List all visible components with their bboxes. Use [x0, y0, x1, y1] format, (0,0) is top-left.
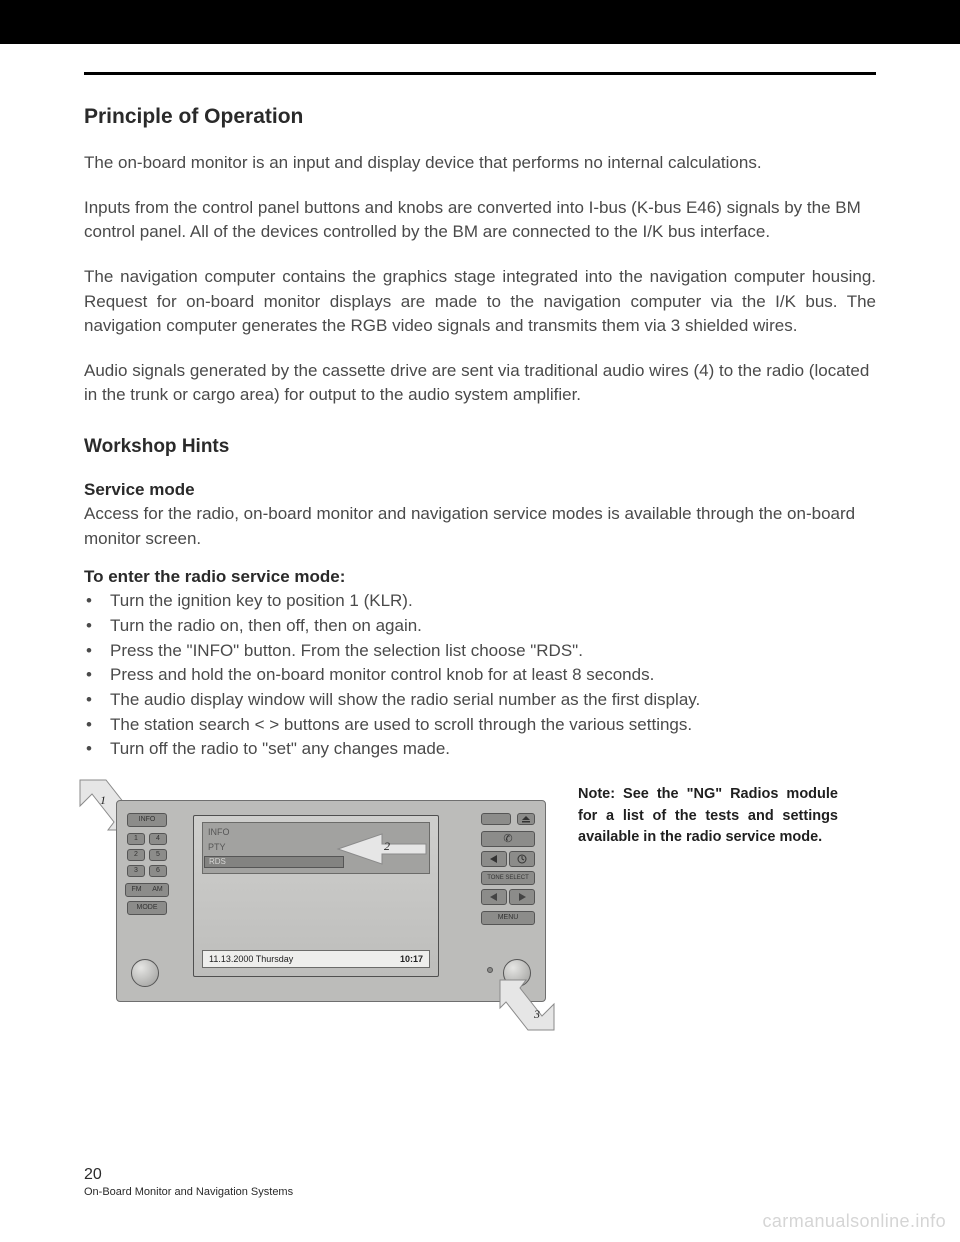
am-label: AM	[147, 884, 168, 896]
monitor-panel: INFO 1 4 2 5 3 6 FMAM MODE INFO	[116, 800, 546, 1002]
cassette-slot	[481, 813, 511, 825]
watermark: carmanualsonline.info	[762, 1211, 946, 1232]
triangle-left-icon	[489, 892, 499, 902]
side-note: Note: See the "NG" Radios module for a l…	[578, 784, 838, 849]
heading-to-enter: To enter the radio service mode:	[84, 567, 876, 587]
rds-strip: RDS	[204, 856, 344, 868]
preset-4-button[interactable]: 4	[149, 833, 167, 845]
preset-3-button[interactable]: 3	[127, 865, 145, 877]
callout-2: 2	[378, 838, 396, 856]
menu-button[interactable]: MENU	[481, 911, 535, 925]
seek-next-button[interactable]	[509, 889, 535, 905]
triangle-left-icon	[489, 854, 499, 864]
callout-3: 3	[528, 1006, 546, 1024]
footer-title: On-Board Monitor and Navigation Systems	[84, 1186, 293, 1198]
info-button[interactable]: INFO	[127, 813, 167, 827]
preset-1-button[interactable]: 1	[127, 833, 145, 845]
tone-select-button[interactable]: TONE SELECT	[481, 871, 535, 885]
list-item: Turn the ignition key to position 1 (KLR…	[84, 589, 876, 614]
status-bar: 11.13.2000 Thursday 10:17	[202, 950, 430, 968]
callout-arrow-3	[496, 976, 556, 1032]
status-time: 10:17	[400, 954, 423, 964]
eject-button[interactable]	[517, 813, 535, 825]
list-item: Turn off the radio to "set" any changes …	[84, 737, 876, 762]
triangle-right-icon	[517, 892, 527, 902]
list-item: The station search < > buttons are used …	[84, 713, 876, 738]
page: Principle of Operation The on-board moni…	[0, 0, 960, 1242]
fm-am-button[interactable]: FMAM	[125, 883, 169, 897]
preset-2-button[interactable]: 2	[127, 849, 145, 861]
heading-principle: Principle of Operation	[84, 105, 876, 129]
page-footer: 20 On-Board Monitor and Navigation Syste…	[84, 1166, 293, 1198]
mode-button[interactable]: MODE	[127, 901, 167, 915]
list-item: The audio display window will show the r…	[84, 688, 876, 713]
eject-icon	[521, 815, 531, 823]
phone-icon: ✆	[503, 832, 512, 845]
heading-service-mode: Service mode	[84, 480, 876, 500]
paragraph-2: Inputs from the control panel buttons an…	[84, 196, 876, 245]
phone-button[interactable]: ✆	[481, 831, 535, 847]
clock-icon	[517, 854, 527, 864]
page-number: 20	[84, 1166, 293, 1184]
content-area: Principle of Operation The on-board moni…	[0, 75, 960, 1032]
preset-5-button[interactable]: 5	[149, 849, 167, 861]
list-item: Press the "INFO" button. From the select…	[84, 639, 876, 664]
fm-label: FM	[126, 884, 147, 896]
monitor-figure: 1 INFO 1 4 2 5 3 6 FMAM MODE	[84, 784, 552, 1032]
figure-row: 1 INFO 1 4 2 5 3 6 FMAM MODE	[84, 784, 876, 1032]
indicator-dot	[487, 967, 493, 973]
header-black-bar	[0, 0, 960, 44]
paragraph-1: The on-board monitor is an input and dis…	[84, 151, 876, 176]
heading-workshop: Workshop Hints	[84, 436, 876, 458]
preset-6-button[interactable]: 6	[149, 865, 167, 877]
left-knob[interactable]	[131, 959, 159, 987]
status-date: 11.13.2000 Thursday	[209, 954, 293, 964]
list-item: Press and hold the on-board monitor cont…	[84, 663, 876, 688]
service-mode-steps: Turn the ignition key to position 1 (KLR…	[84, 589, 876, 761]
service-mode-desc: Access for the radio, on-board monitor a…	[84, 502, 876, 551]
paragraph-3: The navigation computer contains the gra…	[84, 265, 876, 339]
seek-prev-button[interactable]	[481, 889, 507, 905]
paragraph-4: Audio signals generated by the cassette …	[84, 359, 876, 408]
callout-1: 1	[94, 792, 112, 810]
nav-left-button[interactable]	[481, 851, 507, 867]
clock-button[interactable]	[509, 851, 535, 867]
list-item: Turn the radio on, then off, then on aga…	[84, 614, 876, 639]
